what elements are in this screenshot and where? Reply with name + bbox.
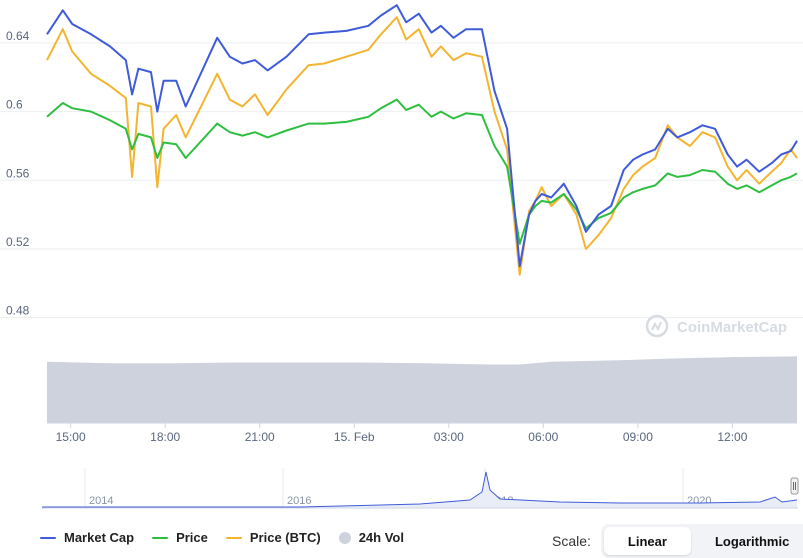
legend-label: Price (BTC) [249, 530, 321, 545]
legend-label: 24h Vol [358, 530, 404, 545]
series-line-price-btc [46, 16, 798, 276]
coinmarketcap-logo-icon [645, 314, 669, 338]
x-tick-label: 06:00 [528, 430, 558, 444]
navigator[interactable]: 2014201620182020 [42, 468, 799, 509]
y-axis-labels: 0.64 0.6 0.56 0.52 0.48 [6, 29, 30, 318]
x-tick-label: 15. Feb [334, 430, 375, 444]
linear-scale-button[interactable]: Linear [603, 527, 691, 555]
legend-item-24h-vol[interactable]: 24h Vol [338, 530, 404, 545]
series-line-market-cap [46, 4, 798, 268]
scale-toggle: Linear Logarithmic [600, 524, 803, 558]
navigator-year-label: 2016 [287, 495, 311, 507]
market-cap-line-icon [40, 536, 56, 539]
navigator-background [42, 468, 798, 508]
volume-area-shape [47, 356, 797, 423]
legend-label: Market Cap [64, 530, 135, 545]
grid-lines [0, 42, 803, 319]
x-tick-label: 09:00 [623, 430, 653, 444]
x-tick-label: 15:00 [56, 430, 86, 444]
legend: Market Cap Price Price (BTC) 24h Vol [40, 530, 404, 545]
scale-control: Scale: Linear Logarithmic [552, 524, 803, 558]
x-axis: 15:00 18:00 21:00 15. Feb 03:00 06:00 09:00 12:… [47, 422, 797, 444]
series-lines [46, 4, 798, 276]
navigator-line [42, 471, 798, 508]
y-tick-label: 0.6 [6, 98, 23, 112]
price-btc-line-icon [225, 536, 242, 539]
price-line-icon [152, 536, 169, 539]
watermark: CoinMarketCap [645, 314, 787, 338]
navigator-year-label: 2014 [89, 495, 113, 507]
legend-item-price[interactable]: Price [152, 530, 208, 545]
x-tick-label: 12:00 [717, 430, 747, 444]
y-tick-label: 0.52 [6, 235, 30, 249]
legend-item-price-btc[interactable]: Price (BTC) [225, 530, 321, 545]
series-line-price [46, 98, 798, 245]
volume-area [47, 356, 797, 423]
price-chart: 0.64 0.6 0.56 0.52 0.48 15:00 18:00 21:00 15. F… [0, 4, 803, 509]
navigator-area [42, 472, 797, 508]
x-tick-label: 21:00 [245, 430, 275, 444]
y-tick-label: 0.56 [6, 166, 30, 180]
legend-label: Price [176, 530, 208, 545]
y-tick-label: 0.48 [6, 304, 30, 318]
scale-label: Scale: [552, 533, 591, 549]
legend-item-market-cap[interactable]: Market Cap [40, 530, 134, 545]
watermark-text: CoinMarketCap [677, 319, 787, 336]
x-tick-label: 03:00 [434, 430, 464, 444]
x-tick-label: 18:00 [150, 430, 180, 444]
logarithmic-scale-button[interactable]: Logarithmic [691, 527, 803, 555]
navigator-handle[interactable] [790, 477, 799, 495]
volume-dot-icon [338, 531, 351, 544]
y-tick-label: 0.64 [6, 29, 30, 43]
